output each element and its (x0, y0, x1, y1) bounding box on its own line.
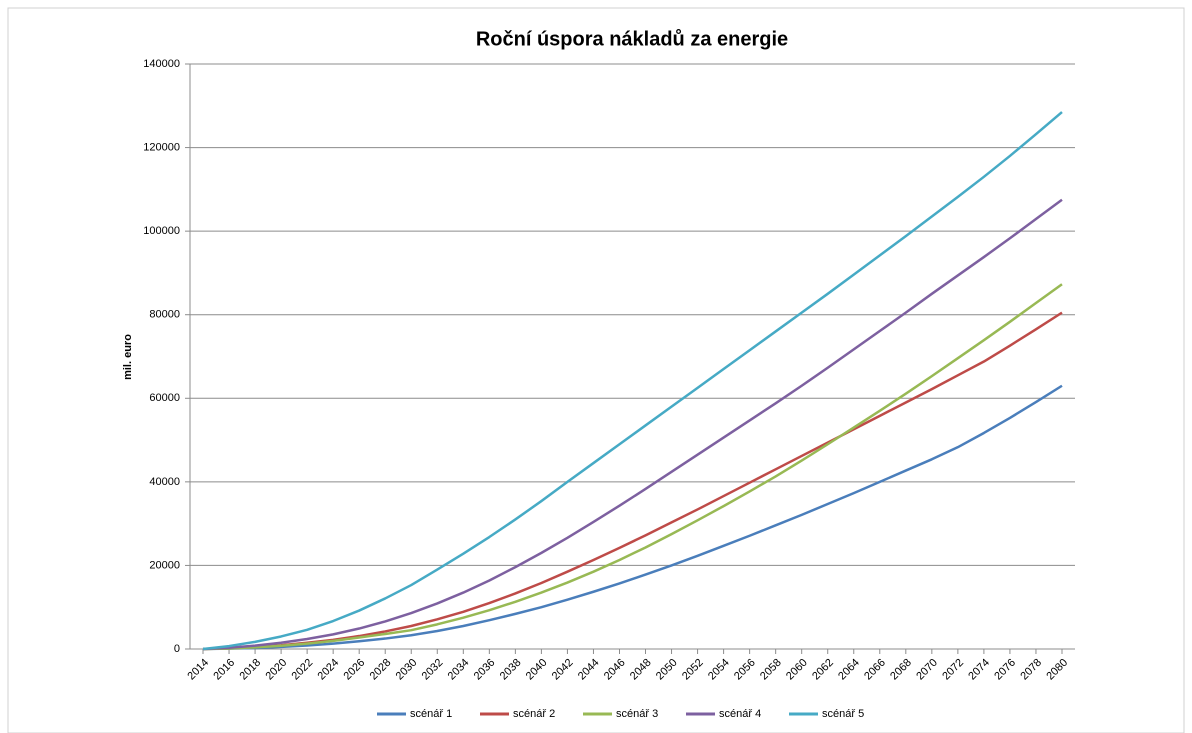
y-tick-label: 0 (174, 643, 180, 655)
series-line (202, 311, 1063, 651)
x-tick-label: 2014 (185, 657, 211, 683)
series-line (202, 198, 1063, 651)
x-tick-label: 2028 (368, 657, 394, 683)
x-tick-label: 2024 (316, 657, 342, 683)
x-tick-label: 2036 (472, 657, 498, 683)
x-tick-label: 2066 (862, 657, 888, 683)
x-tick-label: 2074 (966, 657, 992, 683)
y-tick-label: 20000 (149, 559, 180, 571)
x-tick-label: 2034 (446, 657, 472, 683)
x-tick-label: 2020 (263, 657, 289, 683)
y-tick-label: 140000 (143, 58, 180, 70)
legend-label: scénář 1 (410, 708, 452, 720)
x-tick-label: 2022 (290, 657, 316, 683)
chart-title: Roční úspora nákladů za energie (476, 28, 788, 50)
x-tick-label: 2052 (680, 657, 706, 683)
y-tick-label: 100000 (143, 225, 180, 237)
x-tick-label: 2056 (732, 657, 758, 683)
legend-label: scénář 5 (822, 708, 864, 720)
y-tick-label: 80000 (149, 309, 180, 321)
x-tick-label: 2058 (758, 657, 784, 683)
x-tick-label: 2042 (550, 657, 576, 683)
y-tick-label: 60000 (149, 392, 180, 404)
legend-label: scénář 3 (616, 708, 658, 720)
x-tick-label: 2068 (888, 657, 914, 683)
x-tick-label: 2072 (940, 657, 966, 683)
x-tick-label: 2070 (914, 657, 940, 683)
x-tick-label: 2038 (498, 657, 524, 683)
x-tick-label: 2076 (992, 657, 1018, 683)
y-tick-label: 120000 (143, 141, 180, 153)
series-line (202, 384, 1063, 651)
legend-label: scénář 2 (513, 708, 555, 720)
x-tick-label: 2060 (784, 657, 810, 683)
x-tick-label: 2048 (628, 657, 654, 683)
x-tick-label: 2050 (654, 657, 680, 683)
frame (7, 7, 1185, 733)
x-tick-label: 2018 (237, 657, 263, 683)
x-tick-label: 2064 (836, 657, 862, 683)
x-tick-label: 2062 (810, 657, 836, 683)
series-line (202, 283, 1063, 651)
series-line (202, 111, 1063, 651)
legend-label: scénář 4 (719, 708, 761, 720)
x-tick-label: 2080 (1044, 657, 1070, 683)
x-tick-label: 2016 (211, 657, 237, 683)
x-tick-label: 2054 (706, 657, 732, 683)
x-tick-label: 2040 (524, 657, 550, 683)
x-tick-label: 2044 (576, 657, 602, 683)
x-tick-label: 2030 (394, 657, 420, 683)
y-axis-label: mil. euro (122, 334, 134, 380)
x-tick-label: 2046 (602, 657, 628, 683)
x-tick-label: 2032 (420, 657, 446, 683)
y-tick-label: 40000 (149, 476, 180, 488)
x-tick-label: 2078 (1018, 657, 1044, 683)
x-tick-label: 2026 (342, 657, 368, 683)
